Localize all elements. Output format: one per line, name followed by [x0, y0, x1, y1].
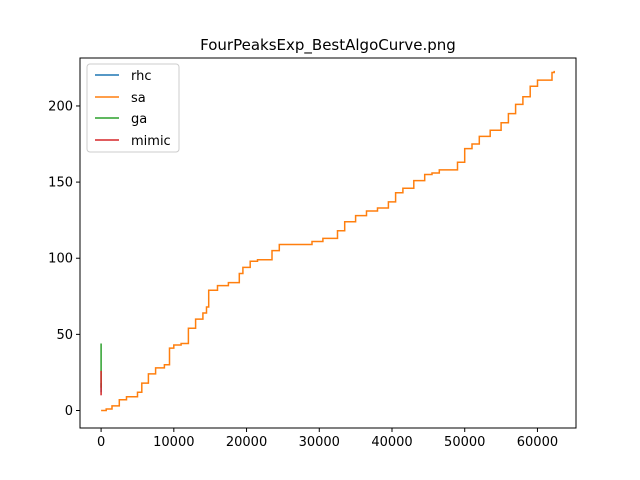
legend-label-mimic: mimic [131, 134, 171, 149]
y-axis: 0 50 100 150 200 [48, 99, 80, 419]
y-tick-label: 150 [48, 176, 73, 191]
x-tick-label: 10000 [153, 435, 194, 450]
series-line-sa [101, 70, 555, 412]
x-tick-label: 0 [97, 435, 105, 450]
y-tick-label: 50 [56, 328, 73, 343]
x-tick-label: 30000 [299, 435, 340, 450]
x-tick-label: 20000 [226, 435, 267, 450]
y-tick-label: 100 [48, 252, 73, 267]
legend-label-ga: ga [131, 112, 147, 127]
legend: rhc sa ga mimic [86, 63, 180, 153]
x-tick-label: 60000 [517, 435, 558, 450]
plot-frame [79, 57, 577, 429]
legend-label-rhc: rhc [131, 69, 152, 84]
legend-label-sa: sa [131, 91, 146, 106]
chart-title: FourPeaksExp_BestAlgoCurve.png [200, 36, 456, 55]
x-tick-label: 40000 [371, 435, 412, 450]
y-tick-label: 0 [65, 404, 73, 419]
plot-area [100, 70, 555, 412]
y-tick-label: 200 [48, 99, 73, 114]
legend-box [86, 63, 180, 153]
x-axis: 0 10000 20000 30000 40000 50000 60000 [97, 428, 558, 450]
x-tick-label: 50000 [444, 435, 485, 450]
